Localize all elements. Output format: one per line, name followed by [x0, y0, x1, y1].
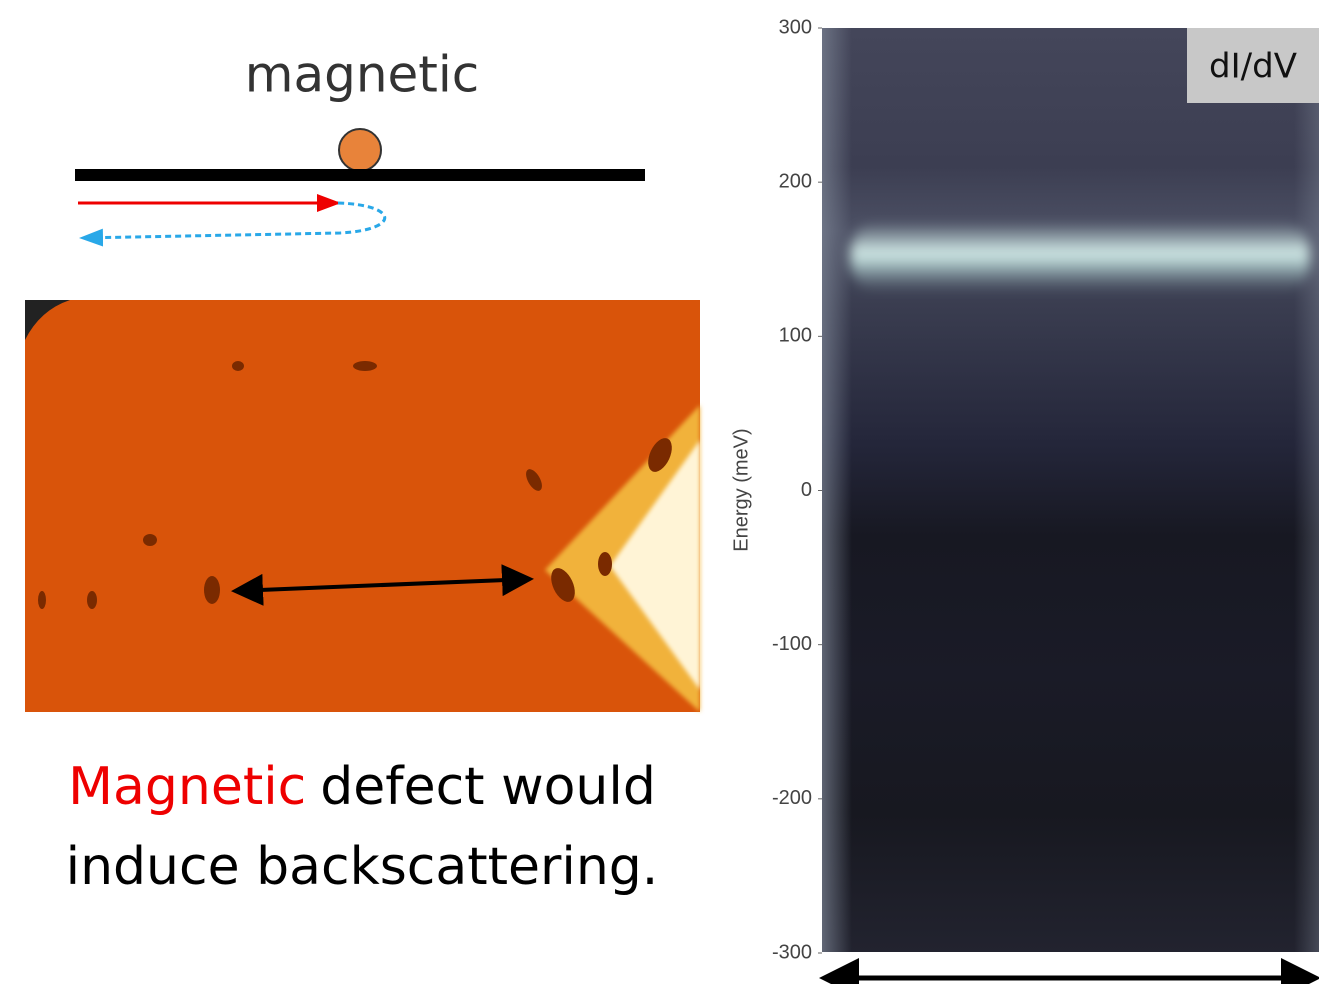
y-tick-label: -300 [772, 941, 812, 963]
y-tick-label: 300 [779, 16, 812, 38]
y-tick-label: -200 [772, 787, 812, 809]
caption-highlight: Magnetic [68, 757, 306, 817]
caption-line-2: induce backscattering. [66, 837, 659, 897]
y-tick-label: 200 [779, 170, 812, 192]
magnetic-impurity [339, 129, 381, 171]
diagram-label: magnetic [245, 46, 480, 104]
spectrum-map [822, 28, 1319, 952]
slide: magnetic Magneticdefect would induce bac… [0, 0, 1319, 984]
caption-text: defect would [320, 757, 656, 817]
spectrum-label: dI/dV [1209, 47, 1297, 87]
y-axis-label: Energy (meV) [730, 428, 752, 551]
y-tick-label: 0 [801, 479, 812, 501]
stm-image [25, 300, 700, 712]
y-axis: -300 -200 -100 0 100 200 300 [772, 16, 822, 963]
page: {"diagram": {"label": "magnetic"}, "capt… [0, 0, 1319, 984]
backscatter-arrow [82, 203, 385, 238]
y-tick-label: -100 [772, 633, 812, 655]
y-tick-label: 100 [779, 325, 812, 347]
